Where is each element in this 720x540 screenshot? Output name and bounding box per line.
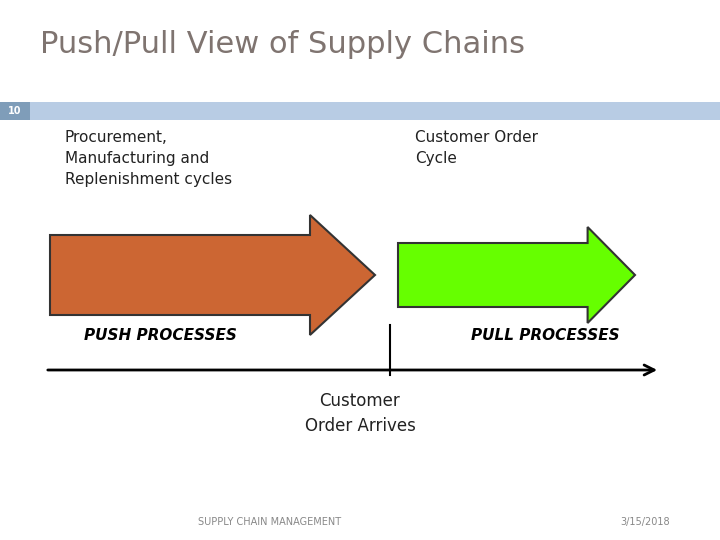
Text: Customer Order
Cycle: Customer Order Cycle: [415, 130, 538, 166]
Bar: [0, 102, 30, 120]
Text: 3/15/2018: 3/15/2018: [620, 517, 670, 527]
Text: Customer
Order Arrives: Customer Order Arrives: [305, 392, 415, 435]
Text: Push/Pull View of Supply Chains: Push/Pull View of Supply Chains: [40, 30, 525, 59]
Polygon shape: [398, 227, 635, 323]
Text: 10: 10: [8, 106, 22, 116]
Polygon shape: [50, 215, 375, 335]
Text: PUSH PROCESSES: PUSH PROCESSES: [84, 327, 236, 342]
Text: PULL PROCESSES: PULL PROCESSES: [471, 327, 619, 342]
Bar: [0, 102, 720, 120]
Text: Procurement,
Manufacturing and
Replenishment cycles: Procurement, Manufacturing and Replenish…: [65, 130, 232, 187]
Text: SUPPLY CHAIN MANAGEMENT: SUPPLY CHAIN MANAGEMENT: [199, 517, 341, 527]
